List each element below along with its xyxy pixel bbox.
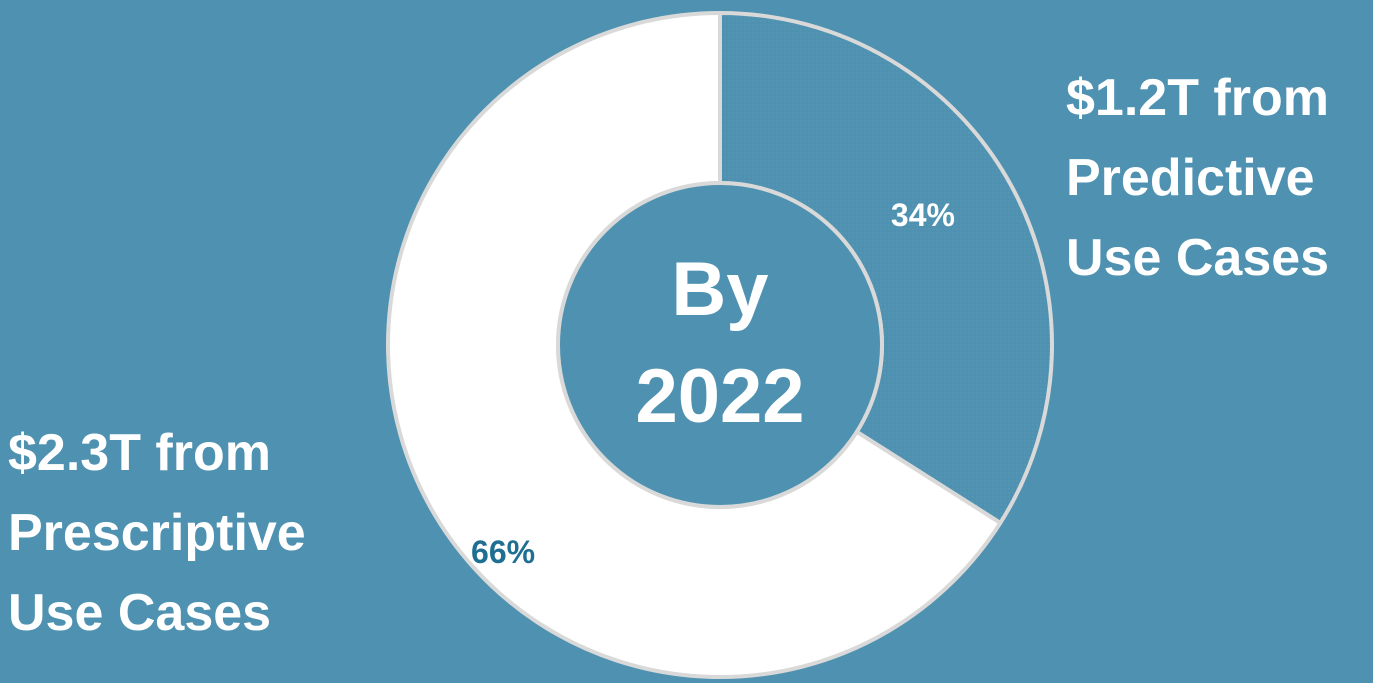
donut-hole [556, 181, 884, 509]
center-label-line-2: 2022 [635, 354, 804, 439]
callout-predictive: $1.2T from Predictive Use Cases [1066, 58, 1329, 298]
callout-prescriptive-line-1: $2.3T from [8, 424, 271, 482]
value-label-predictive: 34% [891, 197, 955, 233]
callout-prescriptive-line-2: Prescriptive [8, 504, 306, 562]
callout-predictive-line-1: $1.2T from [1066, 69, 1329, 127]
callout-prescriptive-line-3: Use Cases [8, 584, 272, 642]
center-label: By 2022 [635, 247, 804, 439]
value-label-prescriptive: 66% [471, 534, 535, 570]
center-label-line-1: By [671, 247, 768, 332]
callout-predictive-line-3: Use Cases [1066, 229, 1330, 287]
callout-prescriptive: $2.3T from Prescriptive Use Cases [8, 413, 306, 653]
callout-predictive-line-2: Predictive [1066, 149, 1315, 207]
